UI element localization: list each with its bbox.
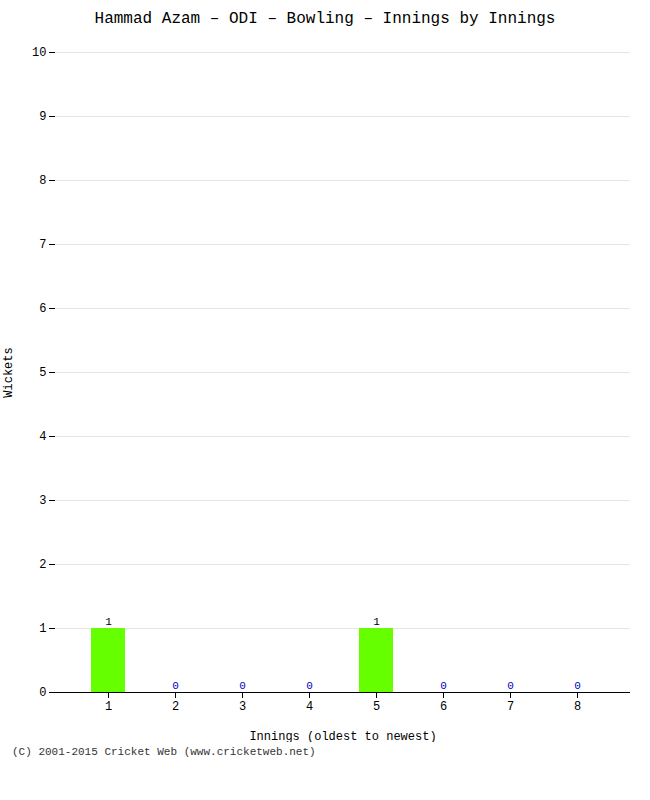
- svg-text:6: 6: [39, 302, 46, 316]
- svg-text:0: 0: [172, 680, 179, 692]
- svg-text:1: 1: [373, 616, 380, 628]
- svg-text:5: 5: [373, 700, 380, 714]
- svg-text:1: 1: [105, 700, 112, 714]
- svg-text:0: 0: [306, 680, 313, 692]
- svg-text:0: 0: [39, 686, 46, 700]
- svg-text:8: 8: [39, 174, 46, 188]
- svg-text:0: 0: [440, 680, 447, 692]
- svg-text:2: 2: [172, 700, 179, 714]
- svg-text:9: 9: [39, 110, 46, 124]
- svg-text:6: 6: [440, 700, 447, 714]
- svg-text:4: 4: [306, 700, 313, 714]
- svg-text:3: 3: [39, 494, 46, 508]
- svg-text:3: 3: [239, 700, 246, 714]
- svg-text:Innings (oldest to newest): Innings (oldest to newest): [249, 730, 436, 743]
- svg-text:1: 1: [105, 616, 112, 628]
- svg-text:1: 1: [39, 622, 46, 636]
- svg-text:0: 0: [574, 680, 581, 692]
- svg-text:5: 5: [39, 366, 46, 380]
- svg-text:10: 10: [32, 46, 46, 60]
- svg-text:4: 4: [39, 430, 46, 444]
- svg-text:0: 0: [239, 680, 246, 692]
- svg-text:2: 2: [39, 558, 46, 572]
- html-text:Hammad Azam – ODI – Bowling –: Hammad Azam – ODI – Bowling – Innings by…: [94, 10, 556, 28]
- svg-text:8: 8: [574, 700, 581, 714]
- svg-text:7: 7: [39, 238, 46, 252]
- svg-text:Wickets: Wickets: [2, 347, 16, 397]
- svg-text:7: 7: [507, 700, 514, 714]
- svg-text:0: 0: [507, 680, 514, 692]
- html-text:(C) 2001-2015 Cricket Web (www: (C) 2001-2015 Cricket Web (www.cricketwe…: [12, 746, 316, 758]
